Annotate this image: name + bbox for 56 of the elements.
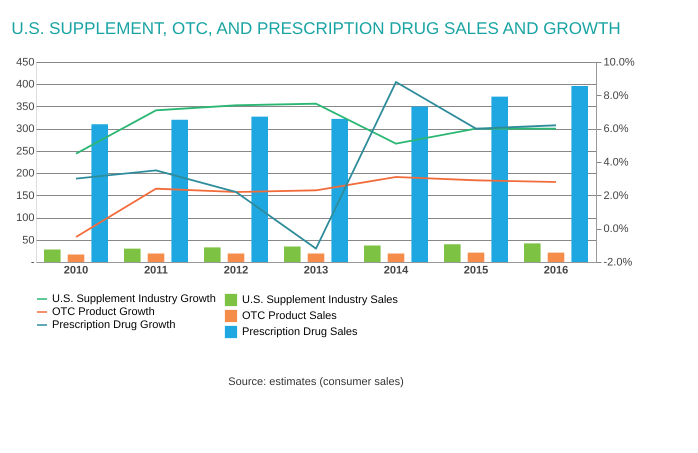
bar xyxy=(91,124,108,262)
line-series xyxy=(75,176,557,238)
legend-label: OTC Product Sales xyxy=(242,310,338,322)
bar xyxy=(524,243,541,262)
bar xyxy=(44,250,61,262)
y-tick-label: 150 xyxy=(16,190,34,202)
y-tick-label: 350 xyxy=(16,100,34,113)
bar xyxy=(204,247,221,262)
y-tick-label: - xyxy=(30,256,35,268)
bar xyxy=(388,254,404,262)
x-tick-label: 2013 xyxy=(304,264,328,276)
legend-label: Prescription Drug Sales xyxy=(242,326,358,338)
x-tick-label: 2011 xyxy=(144,264,168,276)
legend-label: OTC Product Growth xyxy=(52,306,155,318)
bar xyxy=(571,86,588,262)
y2-tick-label: 0.0% xyxy=(604,223,629,236)
line-series xyxy=(75,81,557,250)
bar xyxy=(331,118,348,262)
bar xyxy=(284,246,301,262)
x-tick-label: 2012 xyxy=(224,264,248,276)
bar xyxy=(308,254,324,262)
chart-title: U.S. SUPPLEMENT, OTC, AND PRESCRIPTION DRUG SALES AND GROWTH xyxy=(11,19,621,38)
bar xyxy=(491,96,508,262)
bar xyxy=(228,254,244,262)
x-tick-label: 2014 xyxy=(384,264,410,276)
y2-tick-label: 10.0% xyxy=(604,56,635,68)
bar xyxy=(124,248,141,262)
bar xyxy=(251,116,268,262)
y2-tick-label: 2.0% xyxy=(604,190,629,202)
legend-label: U.S. Supplement Industry Growth xyxy=(52,293,216,305)
y-tick-label: 50 xyxy=(22,234,34,246)
y2-tick-label: 4.0% xyxy=(604,156,629,168)
bar xyxy=(364,246,381,262)
bar xyxy=(468,252,484,262)
bar xyxy=(171,120,188,262)
bar xyxy=(148,254,164,262)
y-tick-label: 450 xyxy=(16,56,34,68)
legend-label: U.S. Supplement Industry Sales xyxy=(242,294,398,306)
source-note: Source: estimates (consumer sales) xyxy=(228,376,404,388)
y-tick-label: 200 xyxy=(16,168,34,180)
y-tick-label: 300 xyxy=(16,123,34,136)
legend-label: Prescription Drug Growth xyxy=(52,319,176,331)
bar xyxy=(68,254,84,262)
x-tick-label: 2016 xyxy=(544,264,568,276)
y2-tick-label: 6.0% xyxy=(604,123,629,136)
bar xyxy=(548,252,564,262)
x-tick-label: 2010 xyxy=(64,264,88,276)
bar xyxy=(444,244,461,262)
y-tick-label: 400 xyxy=(16,78,34,91)
y-tick-label: 250 xyxy=(16,145,34,158)
y2-tick-label: -2.0% xyxy=(604,256,632,268)
line-series xyxy=(75,102,557,155)
y-tick-label: 100 xyxy=(16,212,34,224)
bar xyxy=(411,106,428,262)
y2-tick-label: 8.0% xyxy=(604,90,629,102)
x-tick-label: 2015 xyxy=(464,264,488,276)
